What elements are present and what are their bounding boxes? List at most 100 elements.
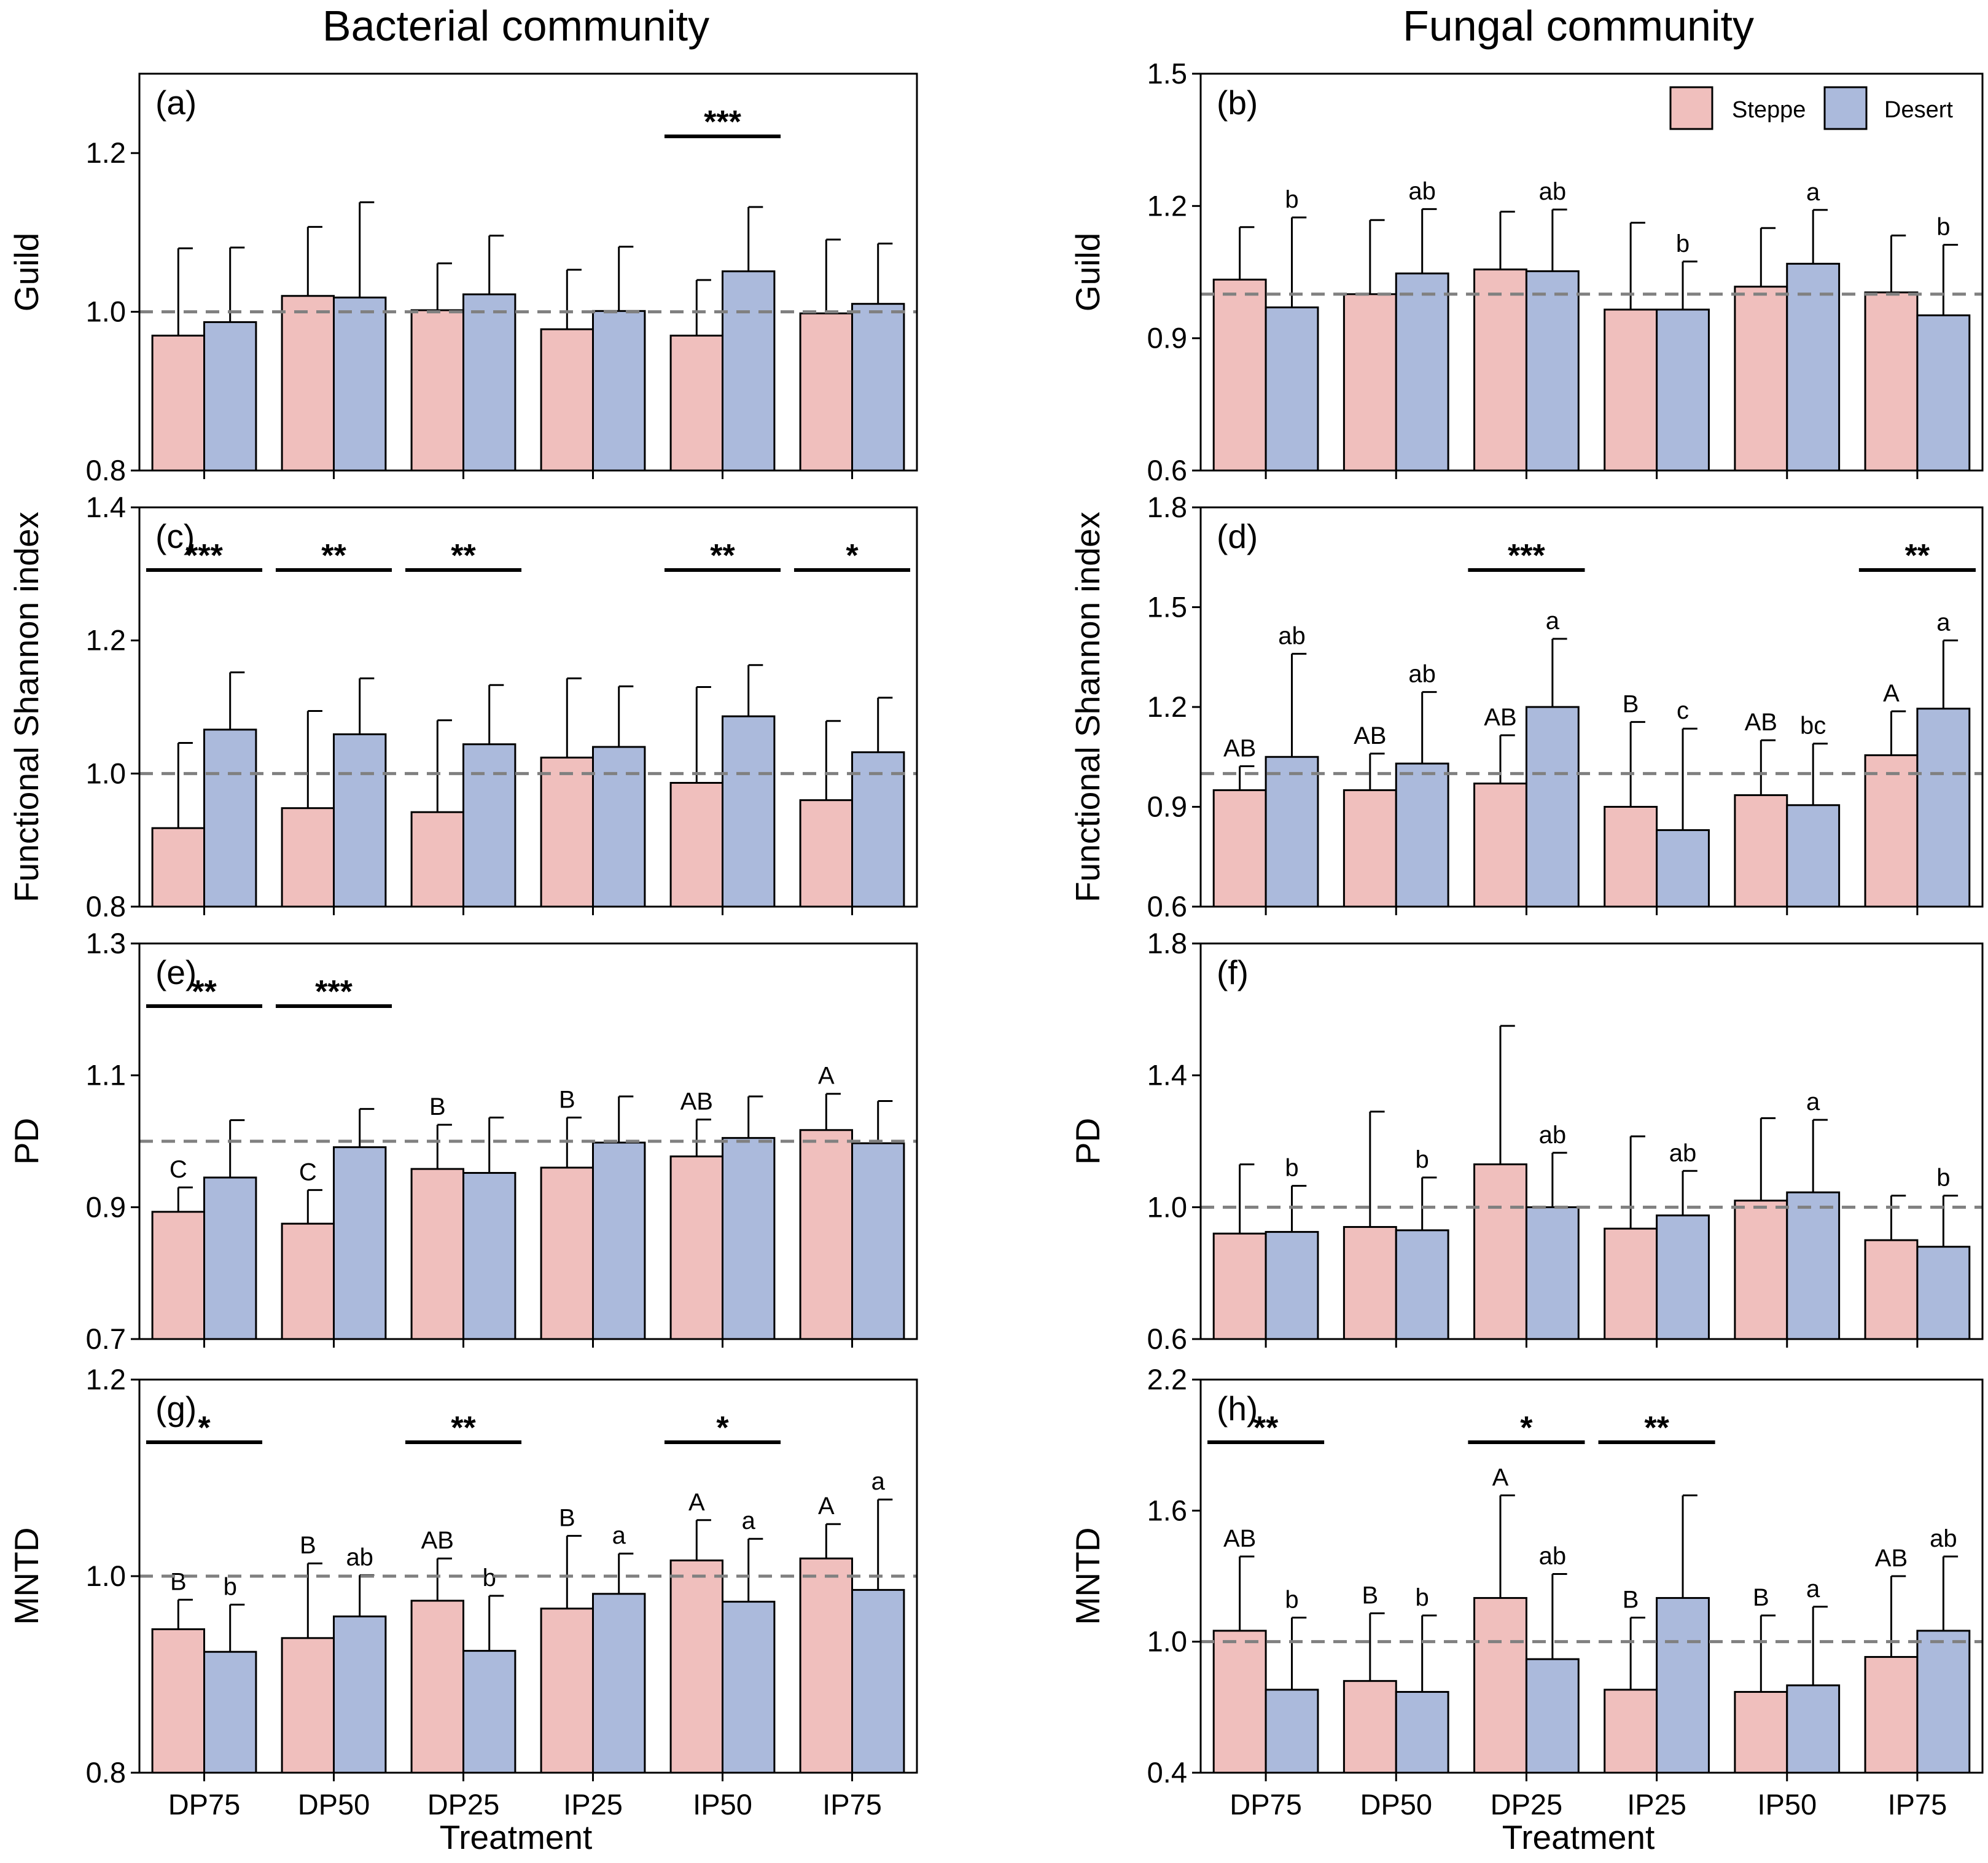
bar-g-steppe-dp25 — [410, 1599, 464, 1774]
bar-a-desert-dp25 — [462, 293, 516, 472]
ylabel-g: MNTD — [7, 1528, 45, 1625]
bar-c-desert-ip25 — [592, 746, 646, 908]
sig-stars-h-1: * — [1520, 1410, 1533, 1446]
x-title-right: Treatment — [1502, 1818, 1655, 1856]
xtick-label-h-ip75: IP75 — [1888, 1788, 1947, 1821]
xtick-label-g-dp75: DP75 — [168, 1788, 241, 1821]
xtick-label-g-ip25: IP25 — [563, 1788, 623, 1821]
sig-stars-c-3: ** — [710, 538, 735, 574]
sig-letter-g-desert-0: b — [224, 1573, 237, 1600]
bar-f-desert-ip25 — [1656, 1214, 1710, 1340]
ytick-label-h-0: 0.4 — [1147, 1756, 1187, 1789]
bar-b-steppe-dp25 — [1473, 268, 1527, 472]
bar-f-steppe-ip25 — [1604, 1227, 1658, 1340]
bar-g-steppe-ip25 — [540, 1607, 594, 1774]
panel-label-f: (f) — [1217, 953, 1249, 991]
bar-d-steppe-ip50 — [1734, 794, 1788, 908]
bar-e-steppe-ip25 — [540, 1166, 594, 1340]
bar-g-desert-dp50 — [333, 1615, 387, 1774]
bar-g-steppe-ip75 — [799, 1557, 853, 1774]
sig-stars-g-0: * — [198, 1410, 211, 1446]
bar-a-desert-ip25 — [592, 310, 646, 472]
sig-letter-e-steppe-5: A — [818, 1063, 835, 1090]
bar-f-steppe-ip75 — [1864, 1239, 1919, 1340]
ytick-label-c-1: 1.0 — [86, 757, 126, 789]
sig-letter-f-desert-3: ab — [1669, 1139, 1697, 1166]
bar-e-desert-dp75 — [203, 1176, 257, 1340]
panel-frame-a — [138, 72, 918, 472]
ytick-label-f-3: 1.8 — [1147, 927, 1187, 959]
ytick-label-c-3: 1.4 — [86, 491, 126, 523]
ylabel-a: Guild — [7, 233, 45, 311]
xtick-label-h-dp75: DP75 — [1230, 1788, 1302, 1821]
panel-frame-b — [1199, 72, 1984, 472]
ytick-label-g-2: 1.2 — [86, 1363, 126, 1396]
sig-letter-e-steppe-4: AB — [680, 1088, 713, 1115]
ytick-label-a-2: 1.2 — [86, 136, 126, 169]
bar-a-steppe-dp25 — [410, 309, 464, 472]
bar-d-desert-ip25 — [1656, 829, 1710, 908]
bar-e-steppe-dp25 — [410, 1168, 464, 1340]
sig-letter-g-steppe-0: B — [170, 1568, 187, 1595]
bar-c-desert-ip75 — [851, 751, 905, 908]
bar-f-desert-dp25 — [1525, 1206, 1580, 1340]
sig-letter-g-steppe-3: B — [559, 1504, 575, 1531]
bar-a-steppe-ip25 — [540, 328, 594, 472]
sig-letter-f-desert-2: ab — [1539, 1122, 1567, 1149]
ylabel-h: MNTD — [1069, 1528, 1107, 1625]
bar-h-desert-dp50 — [1395, 1690, 1449, 1774]
ytick-label-a-0: 0.8 — [86, 454, 126, 486]
ytick-label-e-1: 0.9 — [86, 1190, 126, 1223]
panel-label-e: (e) — [155, 953, 197, 991]
sig-letter-d-desert-5: a — [1936, 609, 1951, 636]
panel-label-g: (g) — [155, 1389, 197, 1428]
sig-stars-d-0: *** — [1508, 538, 1545, 574]
x-title-left: Treatment — [440, 1818, 593, 1856]
ytick-label-g-1: 1.0 — [86, 1560, 126, 1592]
bar-f-desert-dp50 — [1395, 1229, 1449, 1340]
ytick-label-b-0: 0.6 — [1147, 454, 1187, 486]
ytick-label-g-0: 0.8 — [86, 1756, 126, 1789]
bar-c-desert-ip50 — [722, 715, 776, 908]
sig-letter-d-steppe-4: AB — [1745, 709, 1777, 736]
bar-c-steppe-dp50 — [281, 807, 335, 908]
col-title-right: Fungal community — [1403, 2, 1754, 50]
bar-h-steppe-dp25 — [1473, 1597, 1527, 1774]
sig-letter-h-desert-0: b — [1285, 1587, 1298, 1614]
legend-swatch-steppe — [1669, 86, 1713, 130]
panel-label-c: (c) — [155, 517, 195, 555]
ylabel-b: Guild — [1069, 233, 1107, 311]
panel-frame-h — [1199, 1378, 1984, 1774]
sig-letter-h-steppe-5: AB — [1875, 1545, 1908, 1572]
bar-h-desert-ip75 — [1916, 1630, 1971, 1774]
bar-d-steppe-dp50 — [1343, 789, 1397, 908]
sig-letter-d-steppe-3: B — [1623, 690, 1639, 717]
sig-letter-e-steppe-2: B — [429, 1093, 446, 1120]
bar-e-steppe-dp50 — [281, 1222, 335, 1340]
bar-h-steppe-ip75 — [1864, 1656, 1919, 1774]
panel-a: 0.8 1.0 1.2 Guild (a) *** — [7, 72, 918, 486]
sig-stars-g-2: * — [716, 1410, 729, 1446]
sig-letter-d-desert-3: c — [1677, 697, 1689, 724]
sig-letter-h-desert-5: ab — [1930, 1525, 1957, 1552]
ytick-label-b-3: 1.5 — [1147, 57, 1187, 90]
sig-letter-b-desert-2: ab — [1539, 178, 1567, 205]
bar-b-desert-dp50 — [1395, 272, 1449, 472]
bar-f-desert-dp75 — [1265, 1231, 1319, 1340]
xtick-label-g-ip75: IP75 — [822, 1788, 882, 1821]
bar-f-steppe-dp75 — [1212, 1232, 1267, 1340]
sig-letter-h-steppe-3: B — [1623, 1587, 1639, 1614]
bar-a-desert-ip75 — [851, 303, 905, 472]
sig-letter-h-steppe-4: B — [1753, 1584, 1769, 1611]
sig-stars-e-0: ** — [192, 974, 217, 1010]
sig-letter-f-desert-1: b — [1416, 1146, 1429, 1173]
sig-letter-d-desert-4: bc — [1800, 713, 1826, 740]
bar-f-desert-ip50 — [1786, 1191, 1841, 1340]
bar-b-desert-dp25 — [1525, 270, 1580, 472]
bar-e-steppe-ip75 — [799, 1129, 853, 1340]
bar-d-steppe-dp25 — [1473, 783, 1527, 908]
sig-letter-b-desert-5: b — [1936, 213, 1950, 240]
bar-d-steppe-ip25 — [1604, 806, 1658, 908]
